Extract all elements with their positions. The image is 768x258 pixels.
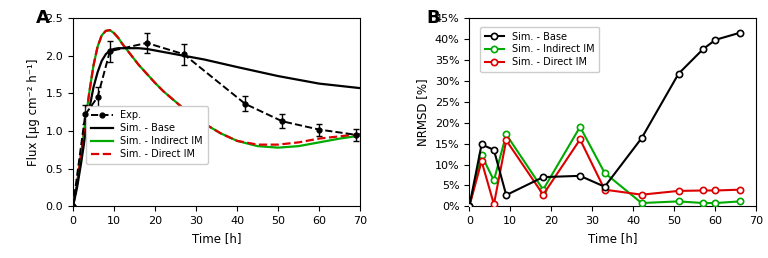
Line: Sim. - Base: Sim. - Base bbox=[466, 30, 743, 209]
Legend: Exp., Sim. - Base, Sim. - Indirect IM, Sim. - Direct IM: Exp., Sim. - Base, Sim. - Indirect IM, S… bbox=[87, 106, 208, 164]
Sim. - Indirect IM bbox=[538, 188, 548, 191]
Sim. - Base bbox=[711, 38, 720, 41]
Sim. - Direct IM bbox=[699, 189, 708, 192]
Sim. - Direct IM bbox=[502, 139, 511, 142]
Sim. - Direct IM bbox=[711, 189, 720, 192]
X-axis label: Time [h]: Time [h] bbox=[192, 232, 241, 245]
Sim. - Direct IM bbox=[538, 193, 548, 196]
Sim. - Base bbox=[674, 72, 683, 75]
Sim. - Direct IM bbox=[477, 160, 486, 163]
Sim. - Base bbox=[736, 31, 745, 34]
Sim. - Indirect IM bbox=[699, 201, 708, 205]
Sim. - Direct IM bbox=[674, 189, 683, 192]
Sim. - Direct IM bbox=[600, 188, 609, 191]
Sim. - Indirect IM bbox=[736, 200, 745, 203]
Sim. - Indirect IM bbox=[600, 171, 609, 174]
Legend: Sim. - Base, Sim. - Indirect IM, Sim. - Direct IM: Sim. - Base, Sim. - Indirect IM, Sim. - … bbox=[480, 27, 600, 72]
Sim. - Base bbox=[465, 205, 474, 208]
Sim. - Base bbox=[699, 47, 708, 51]
Sim. - Indirect IM bbox=[489, 179, 498, 182]
Sim. - Base bbox=[489, 148, 498, 151]
Y-axis label: Flux [μg cm⁻² h⁻¹]: Flux [μg cm⁻² h⁻¹] bbox=[27, 59, 40, 166]
Text: A: A bbox=[35, 9, 49, 27]
Sim. - Indirect IM bbox=[637, 201, 646, 205]
Sim. - Indirect IM bbox=[502, 133, 511, 136]
Sim. - Direct IM bbox=[575, 138, 584, 141]
Sim. - Indirect IM bbox=[465, 205, 474, 208]
Line: Sim. - Indirect IM: Sim. - Indirect IM bbox=[466, 124, 743, 209]
Sim. - Base bbox=[538, 175, 548, 179]
Sim. - Direct IM bbox=[465, 205, 474, 208]
Line: Sim. - Direct IM: Sim. - Direct IM bbox=[466, 136, 743, 209]
Sim. - Indirect IM bbox=[575, 125, 584, 128]
Y-axis label: NRMSD [%]: NRMSD [%] bbox=[416, 78, 429, 146]
X-axis label: Time [h]: Time [h] bbox=[588, 232, 637, 245]
Sim. - Base bbox=[477, 143, 486, 146]
Sim. - Direct IM bbox=[637, 193, 646, 196]
Sim. - Indirect IM bbox=[711, 201, 720, 205]
Sim. - Direct IM bbox=[489, 203, 498, 206]
Text: B: B bbox=[426, 9, 440, 27]
Sim. - Direct IM bbox=[736, 188, 745, 191]
Sim. - Base bbox=[502, 194, 511, 197]
Sim. - Base bbox=[637, 137, 646, 140]
Sim. - Base bbox=[575, 174, 584, 178]
Sim. - Indirect IM bbox=[477, 154, 486, 157]
Sim. - Base bbox=[600, 185, 609, 188]
Sim. - Indirect IM bbox=[674, 200, 683, 203]
